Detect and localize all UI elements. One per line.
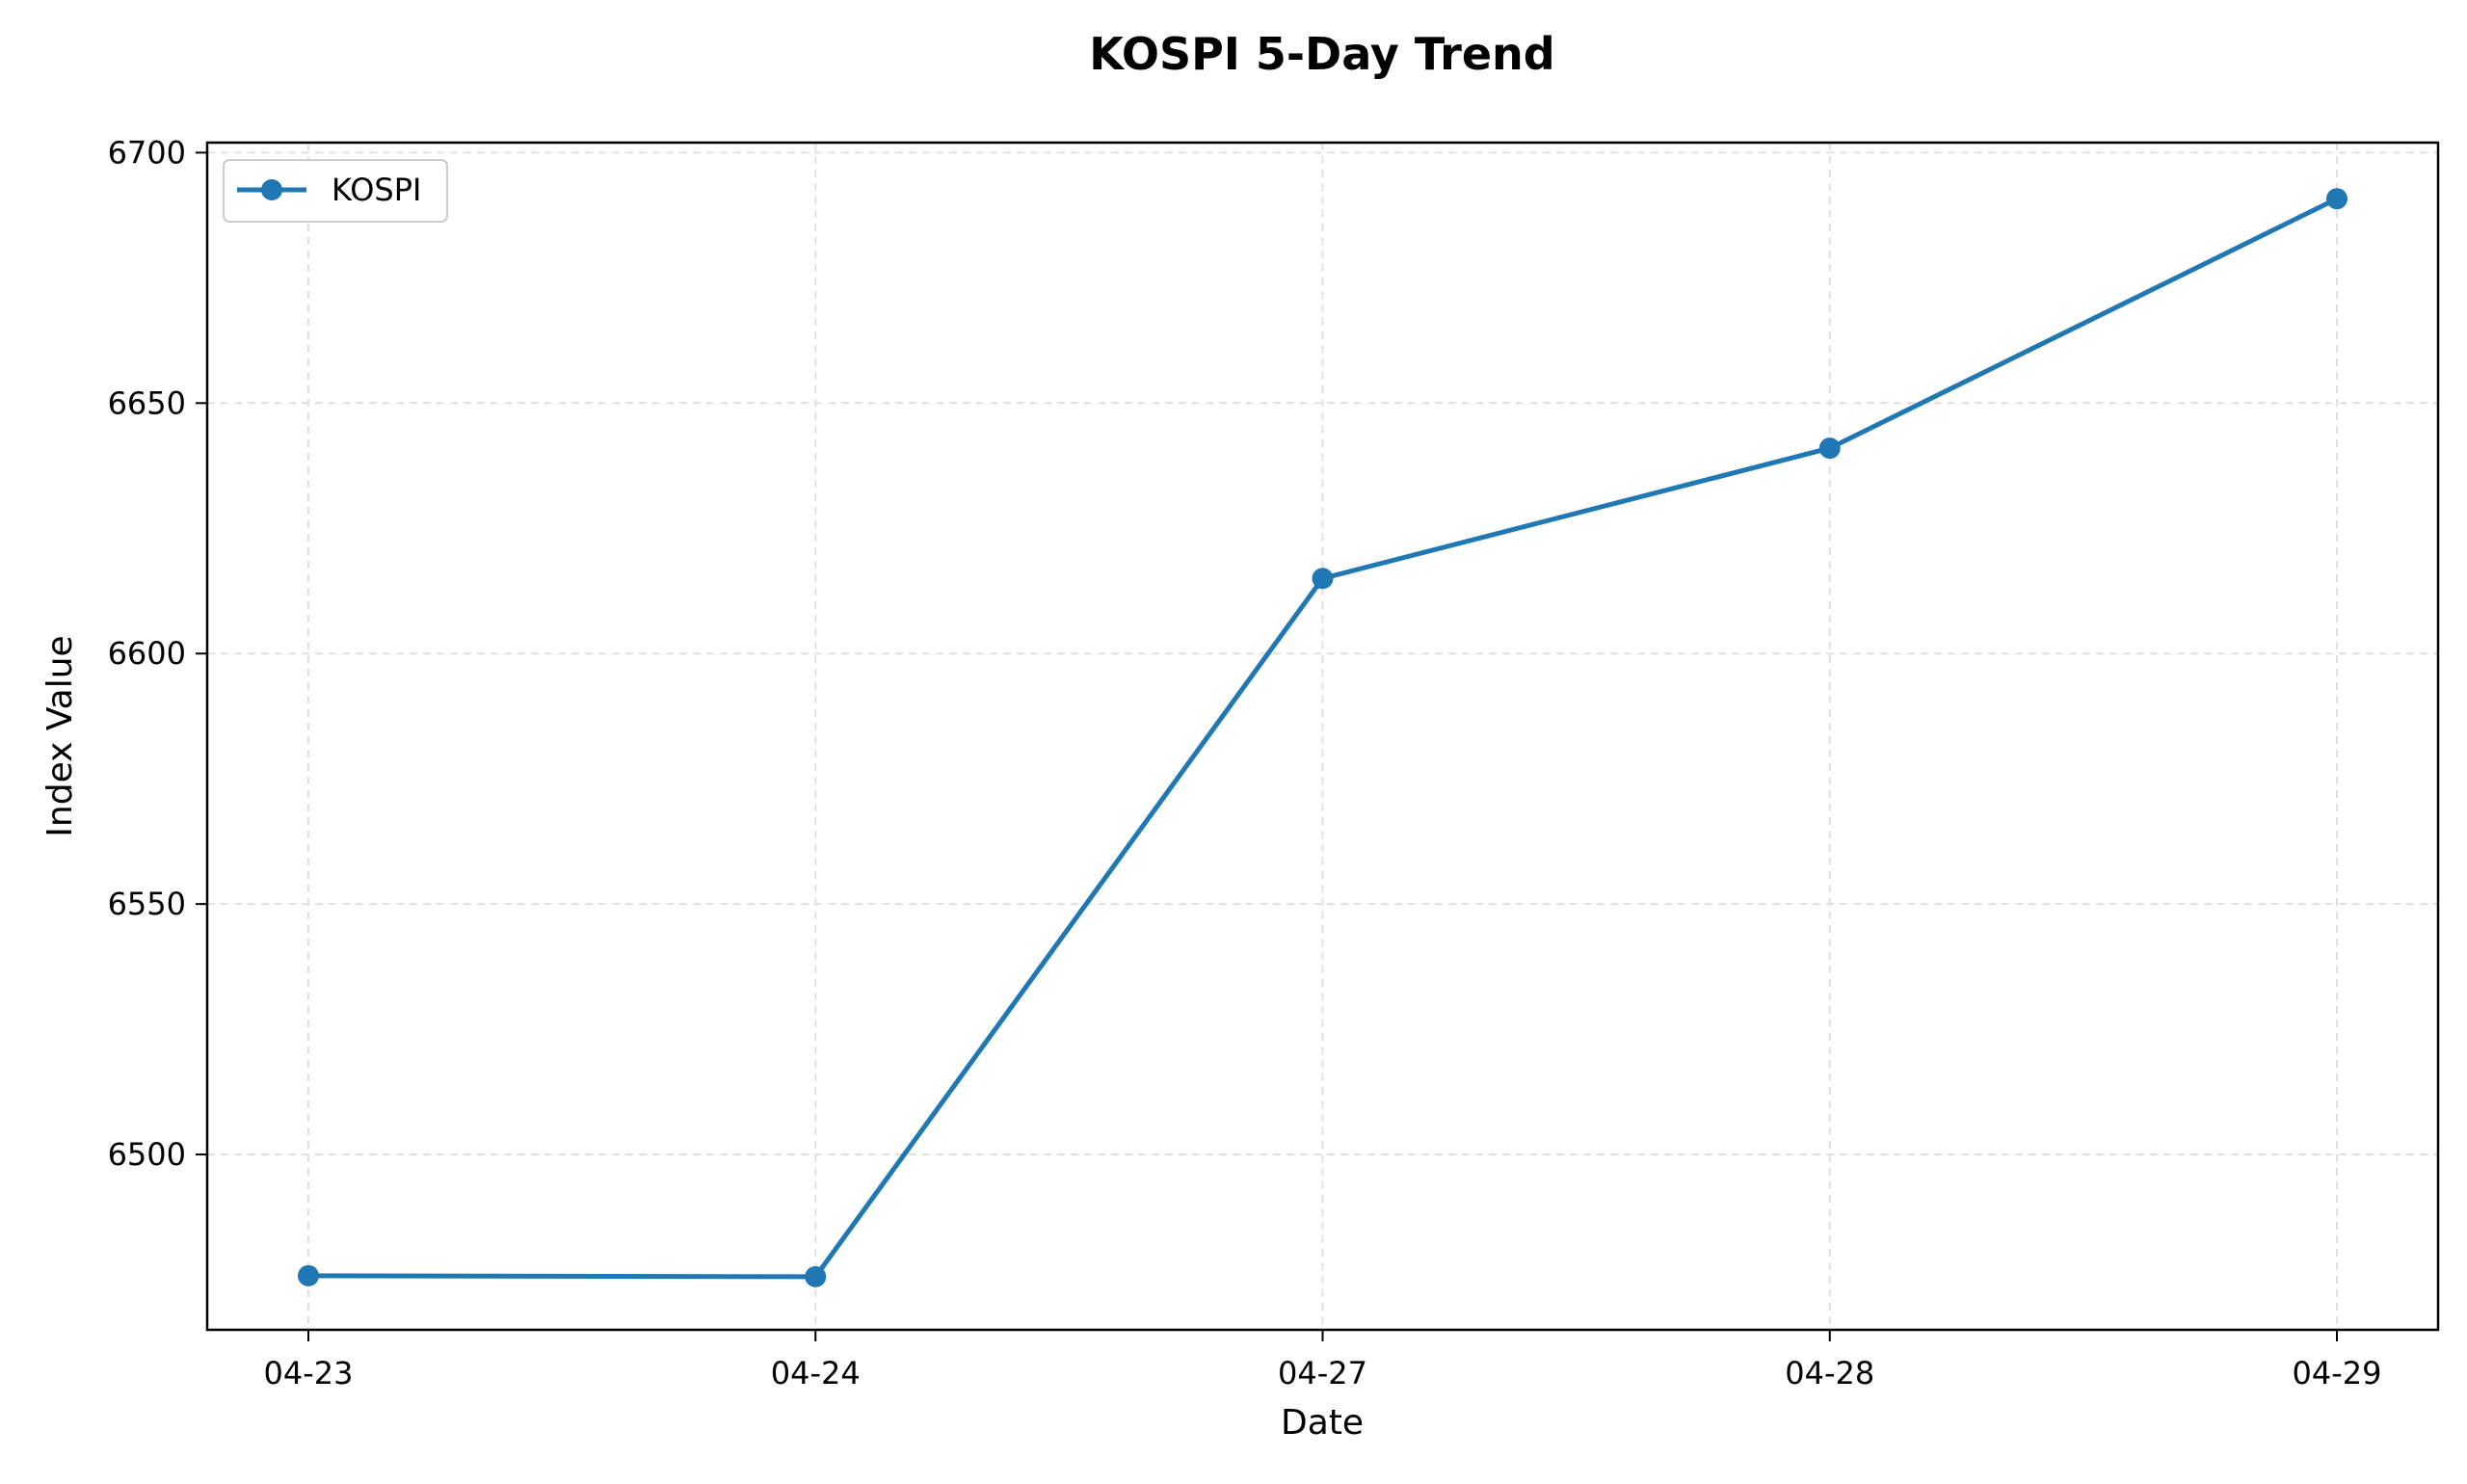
data-point-kospi <box>1312 568 1334 590</box>
y-tick-label: 6500 <box>108 1136 186 1173</box>
x-axis-label: Date <box>1281 1403 1364 1443</box>
chart-title: KOSPI 5-Day Trend <box>1089 28 1554 80</box>
y-tick-label: 6600 <box>108 635 186 672</box>
x-tick-label: 04-29 <box>2293 1355 2382 1391</box>
x-tick-label: 04-24 <box>771 1355 861 1391</box>
data-point-kospi <box>2326 188 2348 210</box>
legend-marker-kospi <box>261 179 282 200</box>
legend-label-kospi: KOSPI <box>332 172 421 208</box>
data-point-kospi <box>298 1264 319 1286</box>
x-tick-label: 04-23 <box>264 1355 354 1391</box>
x-tick-label: 04-27 <box>1278 1355 1367 1391</box>
axis-ticks: 04-23 04-24 04-27 04-28 04-29 6500 6550 6600 665… <box>108 134 2382 1391</box>
grid <box>207 143 2438 1330</box>
data-point-kospi <box>805 1265 827 1287</box>
legend-box <box>223 159 448 223</box>
series-layer <box>298 188 2348 1287</box>
y-tick-label: 6700 <box>108 134 186 171</box>
y-tick-label: 6650 <box>108 384 186 421</box>
y-axis-label: Index Value <box>40 635 80 836</box>
y-tick-label: 6550 <box>108 886 186 922</box>
x-tick-label: 04-28 <box>1785 1355 1874 1391</box>
data-point-kospi <box>1818 437 1841 460</box>
legend: KOSPI <box>223 159 448 223</box>
